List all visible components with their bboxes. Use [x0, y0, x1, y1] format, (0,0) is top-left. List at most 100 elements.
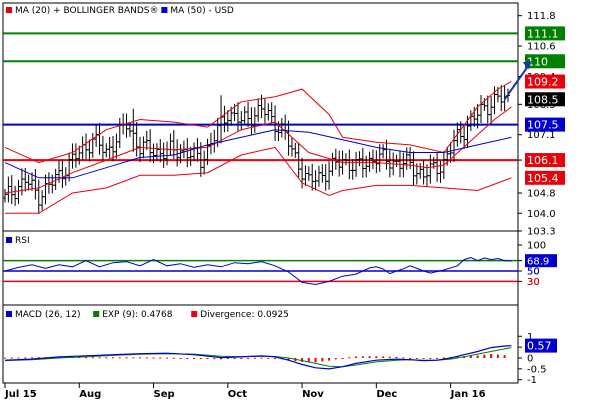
legend-swatch: [6, 311, 12, 317]
divergence-bar: [490, 354, 493, 358]
divergence-bar: [226, 358, 229, 359]
x-tick-label: Nov: [302, 389, 324, 400]
divergence-bar: [361, 356, 364, 358]
divergence-bar: [10, 357, 13, 359]
divergence-bar: [159, 357, 162, 359]
price-level-tag: [525, 153, 565, 168]
divergence-bar: [415, 358, 418, 359]
legend-label: MA (20) + BOLLINGER BANDS®: [15, 6, 159, 16]
price-level-label: 110: [527, 55, 548, 68]
rsi-level-label: 30: [527, 277, 540, 288]
divergence-bar: [105, 357, 108, 359]
rsi-panel-frame: [2, 230, 519, 306]
x-tick-label: Jul 15: [4, 389, 37, 400]
divergence-bar: [24, 357, 27, 359]
series-rsi: [4, 256, 512, 286]
divergence-bar: [267, 358, 270, 359]
divergence-bar: [321, 358, 324, 362]
price-level-label: 111.1: [527, 27, 559, 40]
series-ma-50: [4, 129, 512, 179]
divergence-bar: [125, 357, 128, 359]
price-value-tag: [525, 74, 565, 89]
divergence-bar: [253, 357, 256, 359]
divergence-bar: [247, 358, 250, 359]
divergence-bar: [166, 357, 169, 359]
divergence-bar: [314, 358, 317, 363]
divergence-bar: [456, 356, 459, 358]
price-y-tick-label: 107.1: [527, 130, 556, 141]
macd-y-tick-label: 1: [527, 332, 533, 343]
price-panel-frame: [2, 2, 519, 232]
divergence-bar: [301, 358, 304, 362]
price-level-label: 106.1: [527, 154, 559, 167]
price-y-tick-label: 104.0: [527, 209, 556, 220]
price-value-label: 109.2: [527, 76, 559, 89]
divergence-bar: [341, 358, 344, 359]
divergence-bar: [503, 355, 506, 358]
series-ma-20: [4, 106, 512, 194]
price-level-tag: [525, 117, 565, 132]
divergence-bar: [476, 355, 479, 358]
divergence-bar: [348, 357, 351, 359]
legend-swatch: [6, 7, 12, 13]
divergence-bar: [483, 354, 486, 358]
divergence-bar: [152, 357, 155, 359]
rsi-y-tick-label: 50: [527, 267, 540, 278]
divergence-bar: [31, 357, 34, 359]
legend-swatch: [6, 237, 12, 243]
divergence-bar: [145, 357, 148, 359]
divergence-bar: [409, 358, 412, 359]
price-value-label: 108.5: [527, 93, 559, 106]
divergence-bar: [382, 356, 385, 358]
legend-label: RSI: [15, 236, 30, 246]
rsi-y-tick-label: 30: [527, 277, 540, 288]
divergence-bar: [78, 357, 81, 359]
divergence-bar: [118, 357, 121, 359]
divergence-bar: [213, 358, 216, 360]
divergence-bar: [179, 358, 182, 359]
divergence-bar: [355, 356, 358, 358]
series-exp-9-0-4768: [4, 347, 512, 368]
divergence-bar: [274, 358, 277, 359]
legend-swatch: [191, 311, 198, 317]
divergence-bar: [220, 358, 223, 360]
divergence-bar: [98, 357, 101, 359]
rsi-y-tick-label: 100: [527, 241, 546, 252]
x-tick-label: Aug: [79, 389, 101, 400]
divergence-bar: [85, 357, 88, 359]
divergence-bar: [37, 357, 40, 359]
macd-panel-frame: [2, 304, 519, 384]
legend-label: MACD (26, 12): [15, 310, 81, 320]
divergence-bar: [469, 355, 472, 358]
divergence-bar: [4, 357, 6, 359]
divergence-bar: [395, 356, 398, 358]
price-y-tick-label: 111.8: [527, 11, 556, 22]
divergence-bar: [368, 356, 371, 358]
divergence-bar: [287, 358, 290, 361]
forecast-arrow: [503, 64, 530, 100]
legend-swatch: [93, 311, 100, 317]
divergence-bar: [172, 357, 175, 359]
macd-y-tick-label: -0.5: [527, 364, 547, 375]
divergence-bar: [233, 358, 236, 359]
divergence-bar: [139, 357, 142, 359]
divergence-bar: [334, 358, 337, 360]
series-lower-band: [5, 146, 512, 214]
divergence-bar: [206, 358, 209, 359]
x-tick-label: Jan 16: [450, 389, 486, 400]
price-level-tag: [525, 26, 565, 41]
price-level-tag: [525, 54, 565, 69]
legend-swatch: [161, 7, 168, 13]
x-tick-label: Oct: [228, 389, 247, 400]
macd-value-label: 0.57: [527, 340, 552, 353]
divergence-bar: [199, 358, 202, 359]
divergence-bar: [112, 357, 115, 359]
rsi-level-label: 50: [527, 267, 540, 278]
divergence-bar: [442, 357, 445, 359]
divergence-bar: [186, 358, 189, 359]
price-y-tick-label: 103.3: [527, 227, 556, 238]
legend-label: Divergence: 0.0925: [200, 310, 289, 320]
price-value-tag: [525, 170, 565, 185]
